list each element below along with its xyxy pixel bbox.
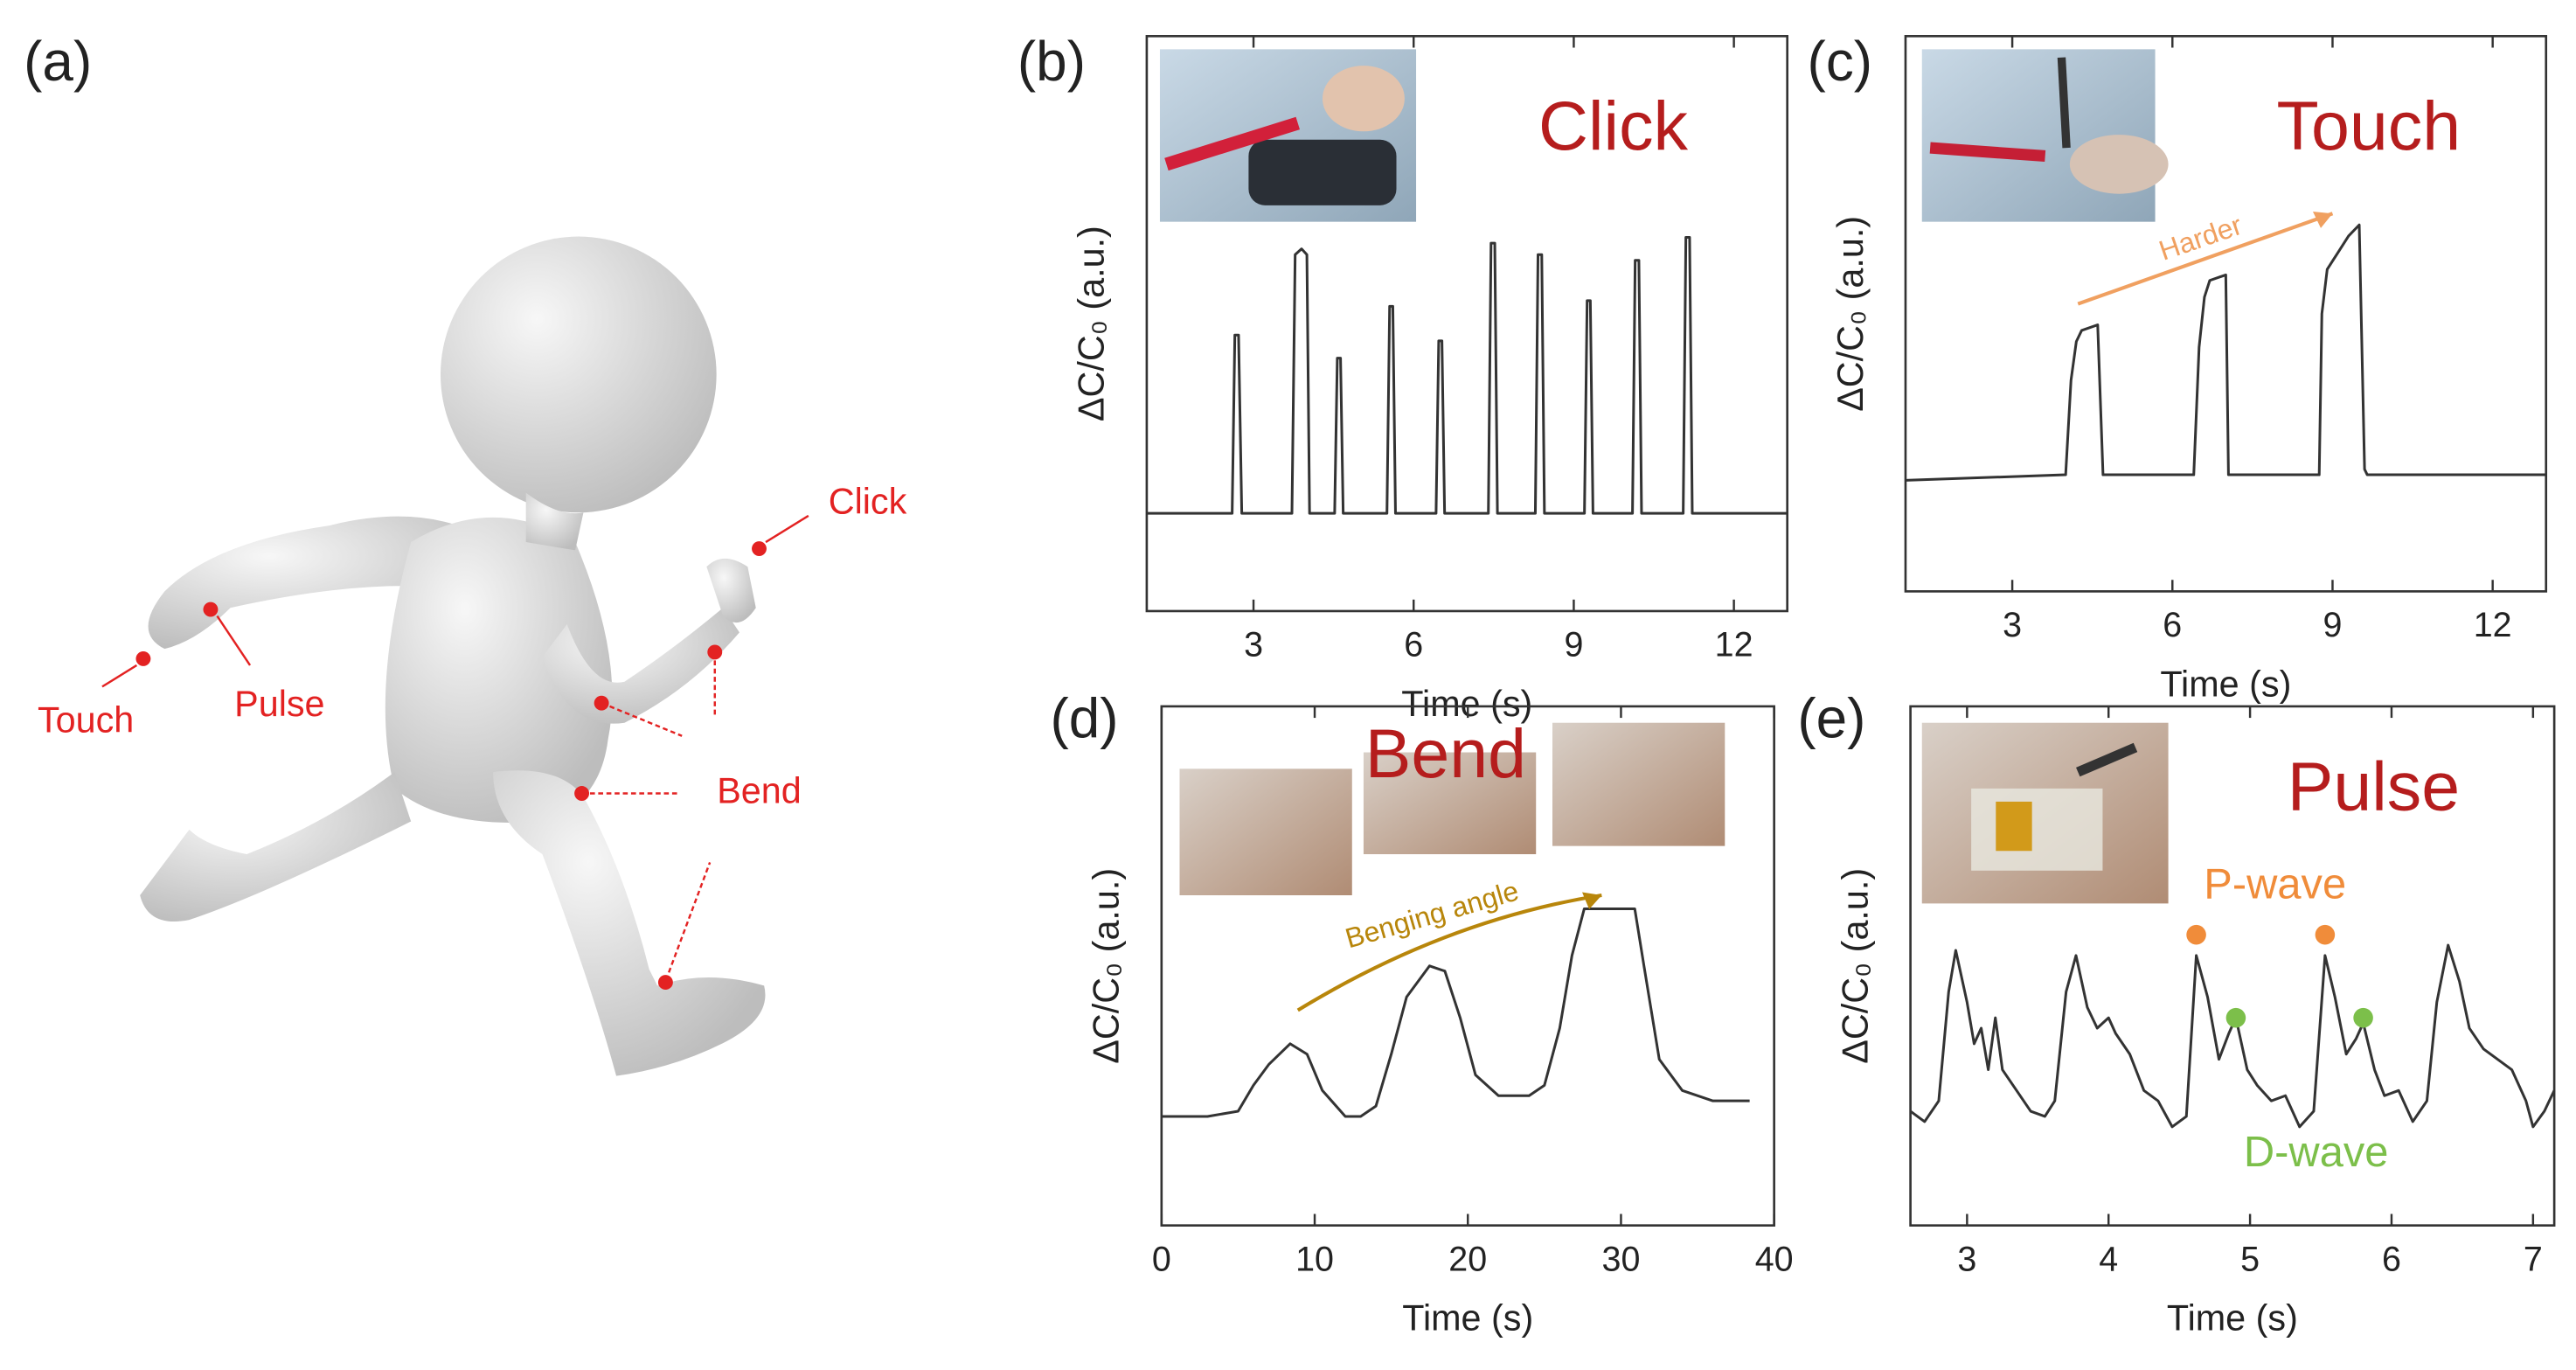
annotation-arrow — [1296, 893, 1602, 1012]
annotation: D-wave — [2244, 1129, 2389, 1176]
x-tick-label: 0 — [1152, 1240, 1171, 1278]
wave-point — [2353, 1007, 2373, 1028]
x-tick-label: 7 — [2524, 1240, 2543, 1278]
x-tick-label: 12 — [2474, 606, 2512, 644]
x-axis-label: Time (s) — [2160, 664, 2291, 704]
x-tick-label: 6 — [1404, 626, 1423, 664]
annotation-arrow — [2077, 212, 2334, 306]
x-tick-label: 6 — [2382, 1240, 2401, 1278]
plot-frame — [1145, 35, 1788, 613]
panel-label: (a) — [24, 30, 92, 93]
panel-label: (b) — [1017, 30, 1086, 93]
data-line — [1905, 223, 2546, 482]
x-tick-label: 30 — [1602, 1240, 1641, 1278]
arrow-head — [2312, 211, 2333, 228]
sensor-label: Bend — [717, 770, 802, 810]
data-line — [1909, 943, 2556, 1129]
y-axis-label: ΔC/C₀ (a.u.) — [1835, 868, 1875, 1064]
panel-label: (e) — [1797, 687, 1865, 750]
arrow-head — [1582, 892, 1602, 909]
inset-photo — [1921, 722, 2169, 904]
inset-photo — [1179, 722, 1725, 895]
data-line — [1161, 907, 1750, 1118]
running-figure — [140, 236, 766, 1076]
y-axis-label: ΔC/C₀ (a.u.) — [1072, 226, 1112, 421]
x-tick-label: 6 — [2163, 606, 2182, 644]
panel-label: (d) — [1050, 687, 1118, 750]
inset-photo — [1159, 49, 1417, 222]
x-tick-label: 5 — [2240, 1240, 2260, 1278]
sensor-label: Click — [829, 482, 907, 522]
x-tick-label: 20 — [1448, 1240, 1487, 1278]
x-tick-label: 12 — [1715, 626, 1753, 664]
plot-frame — [1904, 35, 2548, 593]
wave-point — [2186, 924, 2206, 945]
sensor-markers — [101, 514, 809, 991]
x-tick-label: 9 — [2323, 606, 2343, 644]
x-tick-label: 10 — [1295, 1240, 1334, 1278]
panel-title: Click — [1538, 87, 1688, 164]
panel-title: Bend — [1365, 715, 1526, 792]
wave-point — [2225, 1007, 2246, 1028]
x-axis-label: Time (s) — [1402, 1298, 1533, 1339]
x-tick-label: 9 — [1564, 626, 1583, 664]
panel-title: Pulse — [2288, 748, 2460, 824]
x-tick-label: 3 — [2003, 606, 2022, 644]
y-axis-label: ΔC/C₀ (a.u.) — [1087, 868, 1127, 1064]
annotation: P-wave — [2204, 861, 2346, 908]
inset-photo — [1921, 49, 2169, 222]
plot-frame — [1909, 705, 2556, 1227]
data-line — [1146, 235, 1788, 515]
panel-label: (c) — [1808, 30, 1872, 93]
panel-title: Touch — [2277, 87, 2461, 164]
x-axis-label: Time (s) — [2167, 1298, 2298, 1339]
y-axis-label: ΔC/C₀ (a.u.) — [1830, 216, 1871, 412]
x-tick-label: 3 — [1957, 1240, 1976, 1278]
x-tick-label: 4 — [2099, 1240, 2118, 1278]
x-tick-label: 40 — [1755, 1240, 1794, 1278]
x-tick-label: 3 — [1244, 626, 1263, 664]
sensor-label: Pulse — [234, 684, 324, 724]
annotation: Harder — [2155, 209, 2246, 267]
sensor-label: Touch — [38, 700, 134, 741]
wave-point — [2315, 924, 2336, 945]
